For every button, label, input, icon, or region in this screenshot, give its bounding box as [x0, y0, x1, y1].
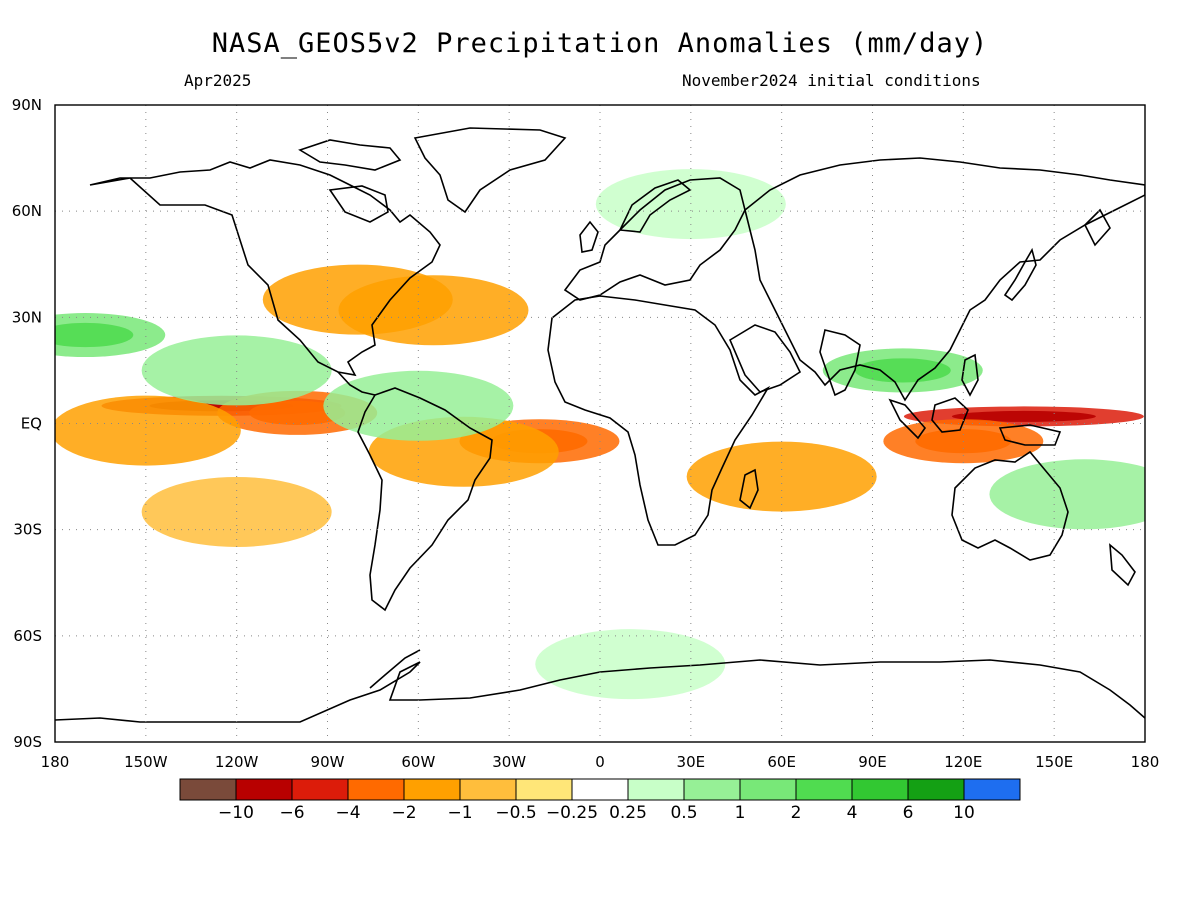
- lon-label: 60W: [401, 753, 435, 771]
- map-frame: [54, 104, 1146, 743]
- lat-label: 30S: [13, 521, 42, 539]
- colorbar-swatch: [907, 778, 965, 801]
- coastline-japan: [1003, 247, 1037, 302]
- coastline-new-zealand: [1109, 543, 1136, 587]
- colorbar-label: −1: [447, 803, 472, 823]
- lat-label: 90N: [12, 96, 42, 114]
- initial-conditions: November2024 initial conditions: [682, 71, 981, 90]
- colorbar-swatch: [347, 778, 405, 801]
- colorbar-label: 4: [847, 803, 858, 823]
- colorbar-swatch: [235, 778, 293, 801]
- lon-label: 90W: [311, 753, 345, 771]
- lon-label: 60E: [767, 753, 796, 771]
- coastline-hudson-bay: [328, 185, 389, 223]
- lon-label: 90E: [858, 753, 887, 771]
- coastlines: [55, 127, 1145, 723]
- colorbar-label: 10: [953, 803, 975, 823]
- wet-anomaly-region: [535, 629, 726, 700]
- colorbar-label: −2: [391, 803, 416, 823]
- colorbar-label: −0.5: [495, 803, 536, 823]
- coastline-south-america: [357, 387, 493, 612]
- lat-label: EQ: [21, 415, 42, 433]
- anomaly-core: [854, 358, 951, 383]
- forecast-month: Apr2025: [184, 71, 252, 90]
- lat-label: 30N: [12, 308, 42, 326]
- colorbar-swatch: [795, 778, 853, 801]
- longitude-labels: 180 150W 120W 90W 60W 30W 0 30E 60E 90E 120E 150E 18…: [41, 753, 1160, 771]
- latitude-labels: 90N 60N 30N EQ 30S 60S 90S: [12, 96, 42, 751]
- wet-anomaly-region: [989, 459, 1145, 530]
- colorbar-label: 1: [735, 803, 746, 823]
- anomaly-core: [951, 410, 1096, 422]
- coastline-new-guinea: [998, 424, 1062, 446]
- colorbar: −10 −6 −4 −2 −1 −0.5 −0.25 0.25 0.5 1 2 4 6 10: [179, 778, 1021, 823]
- coastline-philippines: [961, 353, 979, 397]
- coastline-antarctic-peninsula: [369, 649, 421, 689]
- colorbar-swatch: [627, 778, 685, 801]
- lon-label: 120W: [215, 753, 259, 771]
- colorbar-swatch: [683, 778, 741, 801]
- colorbar-swatch: [963, 778, 1021, 801]
- coastline-arctic-islands: [298, 139, 402, 171]
- coastline-arabia: [728, 324, 802, 393]
- lat-label: 90S: [13, 733, 42, 751]
- lon-label: 30W: [492, 753, 526, 771]
- colorbar-swatch: [459, 778, 517, 801]
- coastline-africa: [547, 295, 771, 546]
- coastline-sumatra: [888, 398, 927, 440]
- coastline-scandinavia: [618, 179, 692, 233]
- lon-label: 150E: [1035, 753, 1073, 771]
- colorbar-swatch: [739, 778, 797, 801]
- lat-label: 60N: [12, 202, 42, 220]
- lon-label: 180: [41, 753, 70, 771]
- coastline-madagascar: [739, 468, 759, 510]
- colorbar-swatch: [571, 778, 629, 801]
- coastline-borneo: [931, 397, 969, 433]
- dry-anomaly-region: [338, 275, 529, 346]
- wet-anomaly-region: [323, 370, 514, 441]
- coastline-australia: [951, 450, 1069, 561]
- colorbar-label: 0.5: [670, 803, 697, 823]
- lon-label: 150W: [124, 753, 168, 771]
- dry-anomaly-region: [55, 395, 241, 466]
- coastline-asia: [744, 157, 1145, 402]
- coastline-kamchatka: [1084, 208, 1111, 247]
- anomaly-core: [249, 400, 346, 425]
- lon-label: 30E: [677, 753, 706, 771]
- colorbar-swatch: [403, 778, 461, 801]
- colorbar-swatch: [291, 778, 349, 801]
- colorbar-swatch: [851, 778, 909, 801]
- lon-label: 120E: [944, 753, 982, 771]
- coastline-british-isles: [579, 220, 599, 253]
- colorbar-label: −0.25: [546, 803, 598, 823]
- colorbar-label: 2: [791, 803, 802, 823]
- chart-title: NASA_GEOS5v2 Precipitation Anomalies (mm…: [211, 28, 989, 59]
- lat-label: 60S: [13, 627, 42, 645]
- anomaly-core: [55, 322, 134, 348]
- colorbar-label: −10: [218, 803, 254, 823]
- coastline-north-america: [89, 159, 441, 377]
- coastline-india: [819, 329, 861, 397]
- colorbar-swatch: [179, 778, 237, 801]
- coastline-antarctica: [55, 659, 1145, 723]
- lon-label: 180: [1131, 753, 1160, 771]
- colorbar-label: 6: [903, 803, 914, 823]
- colorbar-label: −6: [279, 803, 304, 823]
- colorbar-swatch: [515, 778, 573, 801]
- colorbar-label: −4: [335, 803, 360, 823]
- coastline-central-america: [337, 371, 376, 396]
- wet-anomaly-region: [141, 335, 332, 406]
- coastline-greenland: [413, 127, 567, 214]
- lon-label: 0: [595, 753, 605, 771]
- colorbar-label: 0.25: [609, 803, 647, 823]
